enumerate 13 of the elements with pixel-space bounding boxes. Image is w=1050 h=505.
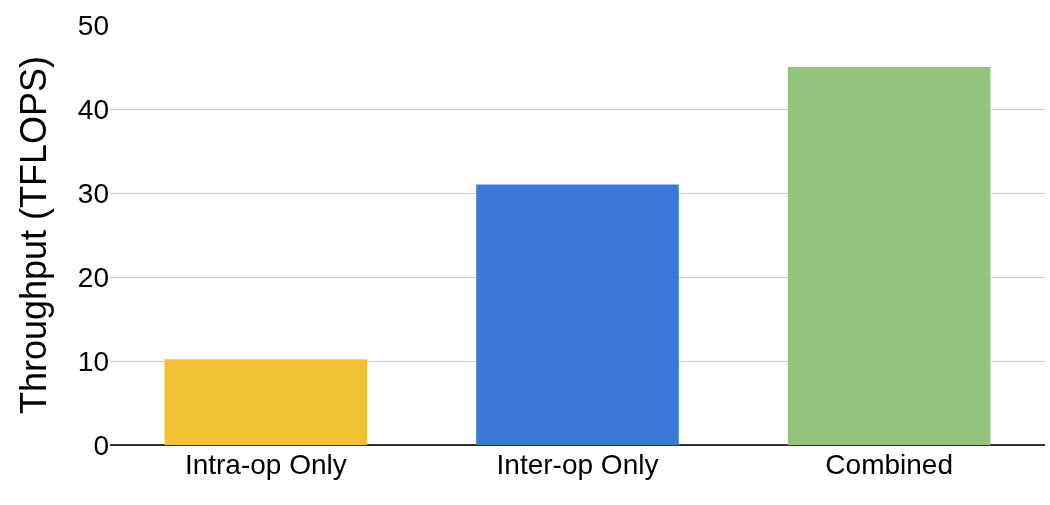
- x-tick-label: Inter-op Only: [496, 449, 659, 480]
- y-tick-label: 50: [77, 9, 109, 41]
- bar: [164, 359, 368, 445]
- y-tick-label: 40: [77, 93, 109, 125]
- y-tick-label: 10: [77, 345, 109, 377]
- y-tick-label: 0: [93, 429, 109, 461]
- bar: [787, 67, 991, 445]
- y-tick-label: 20: [77, 261, 109, 293]
- y-tick-label: 30: [77, 177, 109, 209]
- y-axis-title: Throughput (TFLOPS): [12, 55, 54, 415]
- x-tick-label: Combined: [825, 449, 953, 480]
- x-tick-label: Intra-op Only: [184, 449, 347, 480]
- bar: [476, 184, 679, 445]
